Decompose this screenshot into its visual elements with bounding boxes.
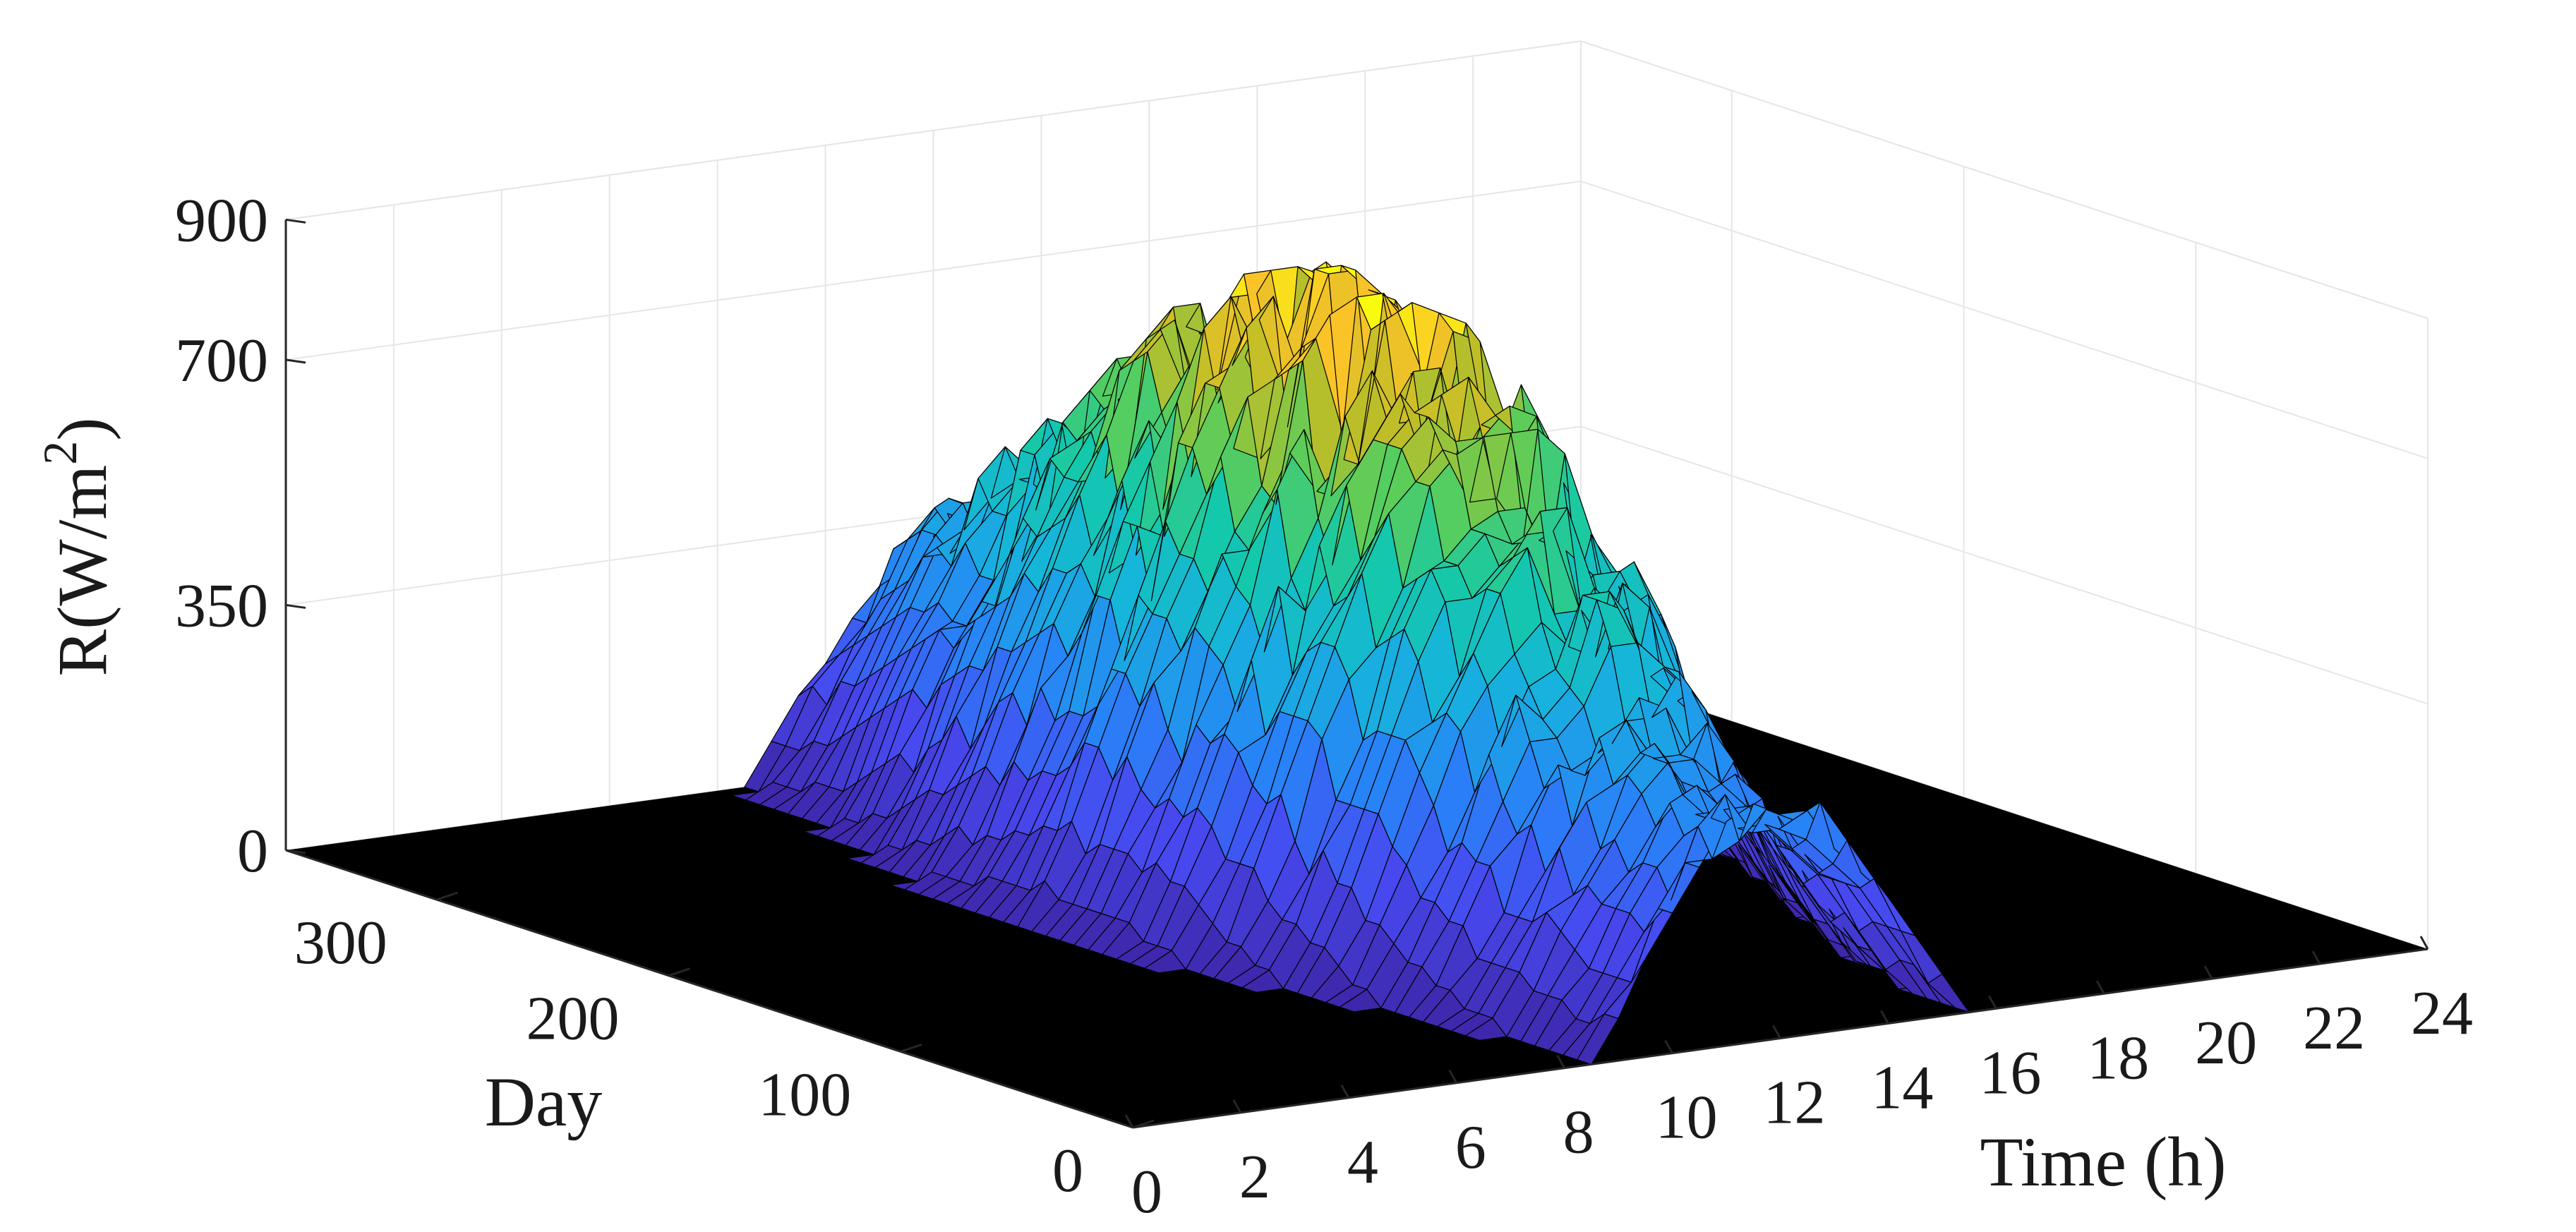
x-axis-label: Time (h) (1980, 1123, 2226, 1201)
z-tick-mark (285, 849, 306, 854)
y-tick-mark (900, 1043, 922, 1053)
z-tick-label: 350 (175, 572, 268, 640)
x-tick-mark (1124, 1114, 1134, 1128)
x-tick-label: 12 (1764, 1069, 1826, 1137)
y-axis-label: Day (485, 1063, 603, 1141)
z-axis-label-base: R(W/m (43, 465, 121, 677)
y-tick-label: 0 (1052, 1137, 1083, 1205)
x-tick-label: 10 (1656, 1084, 1718, 1152)
x-tick-label: 6 (1455, 1113, 1486, 1182)
grid-edge (1580, 40, 2428, 320)
y-tick-mark (668, 967, 690, 977)
x-tick-mark (1988, 995, 1997, 1010)
grid-line-z (1580, 180, 2428, 459)
x-tick-label: 0 (1131, 1158, 1162, 1226)
x-tick-mark (2203, 965, 2213, 979)
x-tick-label: 4 (1347, 1128, 1378, 1197)
tick-layer: 0 2 4 6 8 10 12 14 16 18 20 22 240100200300035070090… (175, 186, 2473, 1226)
z-axis-label-superscript: 2 (33, 441, 87, 465)
grid-edge (285, 40, 1582, 221)
z-tick-mark (285, 218, 306, 224)
z-tick-label: 0 (237, 817, 268, 886)
surface-cell (1927, 973, 1970, 1013)
grid-line-z (1580, 425, 2428, 705)
z-axis-label-close: ) (43, 417, 121, 440)
x-tick-label: 16 (1979, 1039, 2041, 1107)
x-tick-mark (2419, 936, 2429, 950)
x-tick-label: 8 (1563, 1099, 1594, 1167)
surface-layer (286, 261, 2428, 1128)
z-tick-mark (285, 358, 306, 364)
y-tick-label: 300 (294, 909, 387, 977)
x-tick-mark (1232, 1099, 1242, 1113)
x-tick-mark (1556, 1054, 1565, 1069)
x-tick-label: 2 (1239, 1143, 1270, 1212)
x-tick-label: 14 (1871, 1053, 1933, 1122)
x-tick-mark (2095, 980, 2105, 994)
y-tick-label: 100 (758, 1061, 851, 1129)
z-axis-label: R(W/m2) (33, 417, 121, 676)
x-tick-mark (1340, 1085, 1350, 1099)
x-tick-label: 18 (2087, 1024, 2149, 1092)
x-tick-mark (1664, 1039, 1673, 1054)
y-tick-mark (436, 891, 459, 901)
y-tick-label: 200 (526, 985, 619, 1053)
z-tick-label: 700 (175, 327, 268, 395)
z-tick-mark (285, 603, 306, 609)
y-tick-mark (1132, 1119, 1155, 1129)
x-tick-mark (2311, 950, 2321, 965)
x-tick-label: 20 (2195, 1009, 2257, 1077)
x-tick-mark (1772, 1025, 1781, 1039)
y-axis-line (285, 849, 1133, 1129)
z-tick-label: 900 (175, 186, 268, 255)
x-tick-mark (1448, 1070, 1458, 1084)
x-tick-label: 24 (2411, 979, 2473, 1048)
x-tick-label: 22 (2303, 994, 2365, 1063)
x-tick-mark (1880, 1010, 1889, 1025)
